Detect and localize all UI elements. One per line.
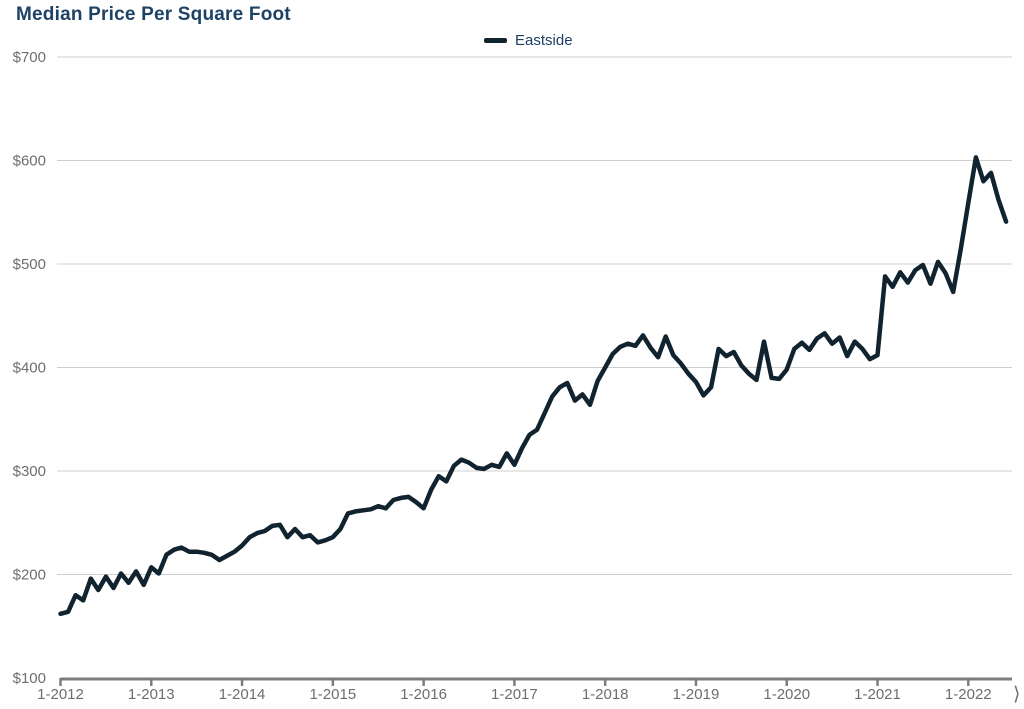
- x-axis-tick-label: 1-2013: [128, 686, 175, 703]
- y-axis-tick-label: $300: [13, 463, 46, 480]
- x-axis-tick-label: 1-2017: [491, 686, 538, 703]
- legend: Eastside: [484, 31, 573, 49]
- x-axis-tick-label: 1-2019: [673, 686, 720, 703]
- x-axis-tick-label: 1-2016: [400, 686, 447, 703]
- x-axis-tick-label: 1-2012: [37, 686, 84, 703]
- eastside-line-series: [58, 155, 1009, 617]
- x-axis-tick-label: 1-2022: [945, 686, 992, 703]
- y-axis-tick-label: $200: [13, 567, 46, 584]
- x-axis-tick-label: 1-2020: [763, 686, 810, 703]
- chart-title: Median Price Per Square Foot: [16, 4, 291, 25]
- x-axis-tick-label: 1-2015: [309, 686, 356, 703]
- y-axis-tick-label: $100: [13, 670, 46, 687]
- x-axis-tick-label: 1-2018: [582, 686, 629, 703]
- y-axis-tick-label: $400: [13, 360, 46, 377]
- y-axis-tick-label: $700: [13, 49, 46, 66]
- y-axis-tick-label: $600: [13, 153, 46, 170]
- y-axis-tick-label: $500: [13, 256, 46, 273]
- x-axis-tick-label: 1-2021: [854, 686, 901, 703]
- clipped-edge-glyph: ⟩: [1013, 684, 1021, 705]
- legend-series-label: Eastside: [515, 31, 573, 49]
- legend-line-swatch: [484, 37, 507, 43]
- x-axis-tick-label: 1-2014: [219, 686, 266, 703]
